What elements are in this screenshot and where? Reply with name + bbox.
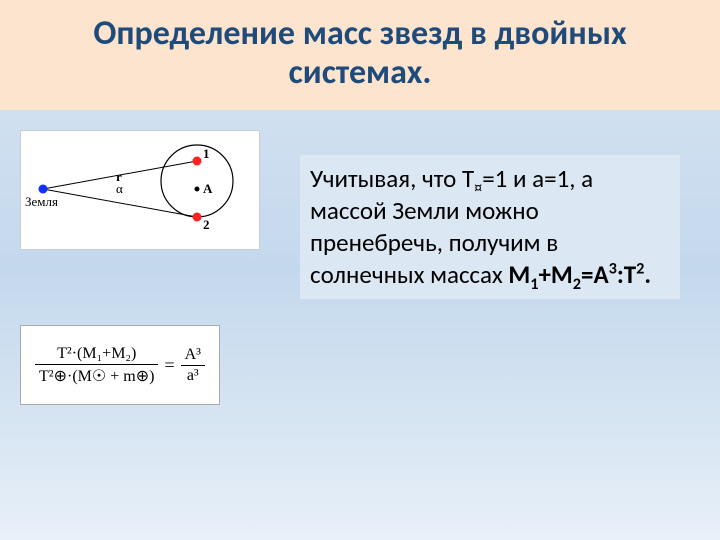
orbit-circle	[161, 145, 233, 217]
binary-star-diagram: Земля r α A 1 2	[20, 130, 260, 250]
bf-eq: =А	[581, 259, 609, 290]
formula-equals: =	[164, 355, 174, 376]
earth-label: Земля	[25, 194, 58, 209]
t1: Учитывая, что Т	[310, 163, 474, 194]
formula-left-numerator: T²·(M₁+M₂)	[53, 345, 140, 363]
earth-dot	[39, 185, 48, 194]
ratio-formula: T²·(M₁+M₂) T²⊕·(M☉ + m⊕) = A³ a³	[20, 325, 220, 405]
explanation-text: Учитывая, что Т¤=1 и а=1, а массой Земли…	[310, 163, 670, 291]
page-title: Определение масс звезд в двойных система…	[20, 14, 700, 92]
title-bar: Определение масс звезд в двойных система…	[0, 0, 720, 110]
formula-left-fraction: T²·(M₁+M₂) T²⊕·(M☉ + m⊕)	[35, 345, 158, 386]
star2-label: 2	[203, 217, 210, 232]
bf-plus: +М	[538, 259, 572, 290]
star2-dot	[193, 213, 202, 222]
formula-right-bar	[181, 365, 205, 366]
formula-right-denominator: a³	[183, 367, 203, 385]
bf-s2: 2	[573, 275, 581, 294]
star1-dot	[193, 157, 202, 166]
center-dot	[195, 187, 200, 192]
formula-left-denominator: T²⊕·(M☉ + m⊕)	[35, 366, 158, 386]
formula-right-fraction: A³ a³	[181, 346, 205, 385]
diagram-svg: Земля r α A 1 2	[21, 131, 261, 251]
bf-p3: 3	[609, 260, 617, 279]
alpha-label: α	[116, 181, 123, 196]
explanation-text-box: Учитывая, что Т¤=1 и а=1, а массой Земли…	[300, 155, 680, 299]
bf-colon: :Т	[617, 259, 636, 290]
mass-formula: М1+М2=А3:Т2.	[508, 259, 651, 290]
bf-m1: М	[508, 259, 530, 290]
center-a-label: A	[203, 181, 213, 196]
formula-right-numerator: A³	[181, 346, 205, 364]
formula-left-bar	[35, 364, 158, 365]
bf-dot: .	[644, 259, 651, 290]
star1-label: 1	[203, 146, 210, 161]
